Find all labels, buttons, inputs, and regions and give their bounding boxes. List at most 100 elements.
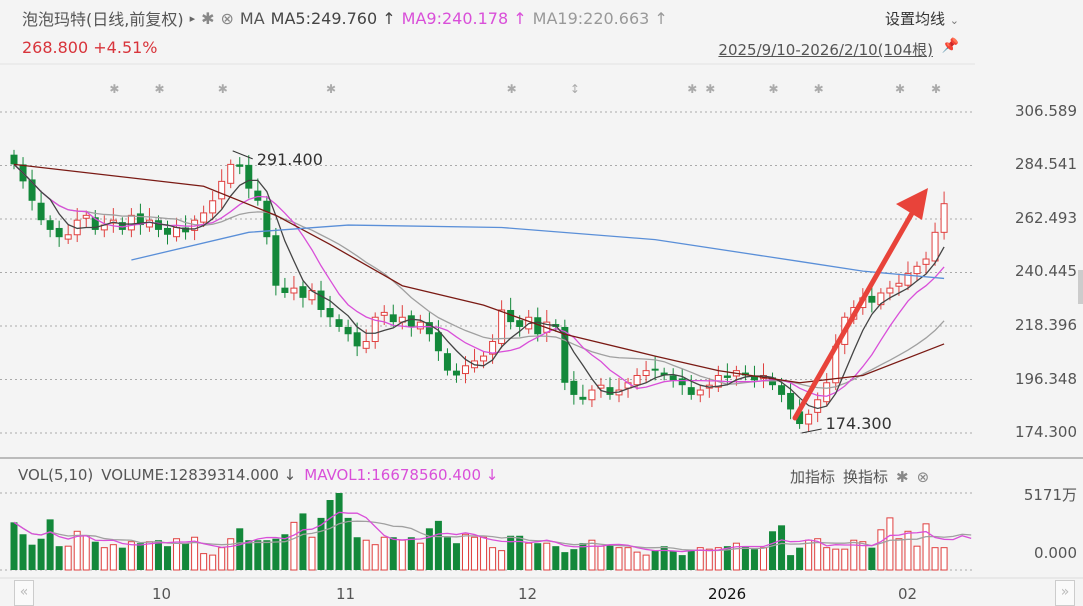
ma-long1-line xyxy=(13,163,945,384)
volume-value: VOLUME:12839314.000 ↓ xyxy=(101,466,297,484)
volume-bar xyxy=(407,537,415,570)
candle-body xyxy=(362,341,370,349)
volume-bar xyxy=(299,513,307,570)
candle-body xyxy=(64,234,72,240)
close-circle-icon[interactable]: ⊗ xyxy=(916,467,930,486)
close-circle-icon[interactable]: ⊗ xyxy=(220,8,234,28)
pin-icon[interactable]: 📌 xyxy=(941,38,959,54)
volume-bar xyxy=(480,536,488,571)
ma-label: MA xyxy=(239,8,265,28)
volume-bar xyxy=(796,547,804,570)
volume-bar xyxy=(489,547,497,571)
volume-bar xyxy=(173,538,181,571)
volume-bar xyxy=(118,547,126,570)
volume-bar xyxy=(498,550,506,571)
volume-bar xyxy=(552,546,560,570)
price-change: 268.800 +4.51% xyxy=(22,38,158,57)
candle-body xyxy=(127,214,135,231)
candle-body xyxy=(218,180,226,200)
chart-header: 泡泡玛特(日线,前复权) ▸ ✱ ⊗ MA MA5:249.760 ↑ MA9:… xyxy=(22,6,668,30)
trend-arrow-icon xyxy=(792,205,918,421)
volume-bar xyxy=(940,547,948,571)
date-range[interactable]: 2025/9/10-2026/2/10(104根) xyxy=(718,41,933,59)
volume-bar xyxy=(55,546,63,570)
volume-header: VOL(5,10) VOLUME:12839314.000 ↓ MAVOL1:1… xyxy=(18,466,498,484)
candle-body xyxy=(344,326,352,335)
candle-body xyxy=(263,200,271,238)
event-marker-icon: ✱ xyxy=(218,82,228,96)
volume-bar xyxy=(516,535,524,570)
candle-body xyxy=(10,154,18,165)
volume-bar xyxy=(236,528,244,570)
volume-bar xyxy=(145,541,153,571)
volume-bar xyxy=(759,547,767,571)
vertical-scrollbar xyxy=(1078,270,1083,304)
volume-bar xyxy=(543,542,551,571)
volume-bar xyxy=(73,530,81,571)
candle-body xyxy=(534,317,542,335)
annotation-pointer xyxy=(801,428,822,434)
candle-body xyxy=(317,290,325,310)
volume-bar xyxy=(263,540,271,570)
scroll-right-button[interactable]: » xyxy=(1055,580,1075,606)
volume-bar xyxy=(669,550,677,570)
volume-bar xyxy=(326,500,334,570)
candle-body xyxy=(723,375,731,378)
candle-body xyxy=(660,372,668,376)
vol-label: VOL(5,10) xyxy=(18,466,94,484)
candle-body xyxy=(931,231,939,262)
set-ma-dropdown[interactable]: 设置均线 ⌄ xyxy=(884,10,959,28)
trend-arrowhead-icon xyxy=(896,188,928,220)
scroll-left-button[interactable]: « xyxy=(14,580,34,606)
candle-body xyxy=(200,212,208,223)
candle-body xyxy=(353,332,361,347)
gear-icon[interactable]: ✱ xyxy=(201,8,215,28)
volume-bar xyxy=(91,541,99,570)
gear-icon[interactable]: ✱ xyxy=(896,467,909,486)
volume-bar xyxy=(290,521,298,571)
volume-bar xyxy=(308,536,316,571)
candle-body xyxy=(480,355,488,362)
event-marker-icon: ✱ xyxy=(895,82,905,96)
candle-body xyxy=(407,315,415,327)
candle-body xyxy=(669,375,677,381)
volume-bar xyxy=(281,534,289,570)
volume-bar xyxy=(723,546,731,570)
add-indicator-button[interactable]: 加指标 xyxy=(790,468,836,486)
volume-bar xyxy=(913,545,921,571)
volume-bar xyxy=(109,544,117,571)
candle-body xyxy=(606,387,614,395)
triangle-right-icon[interactable]: ▸ xyxy=(189,11,196,25)
candle-body xyxy=(642,370,650,376)
volume-bar xyxy=(425,528,433,570)
volume-bar xyxy=(832,548,840,571)
candle-body xyxy=(290,287,298,294)
annotation-label: 291.400 xyxy=(257,150,323,169)
mavol1-value: MAVOL1:16678560.400 ↓ xyxy=(304,466,499,484)
candle-body xyxy=(814,399,822,413)
switch-indicator-button[interactable]: 换指标 xyxy=(843,468,889,486)
candle-body xyxy=(145,219,153,228)
volume-bar xyxy=(579,543,587,570)
ma5-value: MA5:249.760 ↑ xyxy=(270,8,396,28)
volume-bar xyxy=(353,537,361,570)
volume-bar xyxy=(434,520,442,570)
candle-body xyxy=(696,389,704,396)
stock-title[interactable]: 泡泡玛特(日线,前复权) xyxy=(22,10,184,29)
volume-bar xyxy=(633,551,641,571)
volume-bar xyxy=(164,546,172,570)
candle-body xyxy=(416,321,424,330)
volume-bar xyxy=(507,535,515,570)
volume-bar xyxy=(452,543,460,570)
volume-bar xyxy=(868,547,876,570)
volume-bar xyxy=(245,540,253,570)
volume-bar xyxy=(37,538,45,570)
candle-body xyxy=(209,200,217,214)
candle-body xyxy=(299,286,307,298)
volume-bar xyxy=(28,544,36,570)
volume-bar xyxy=(651,550,659,570)
event-marker-icon: ✱ xyxy=(814,82,824,96)
candle-body xyxy=(173,226,181,238)
event-marker-icon: ✱ xyxy=(154,82,164,96)
